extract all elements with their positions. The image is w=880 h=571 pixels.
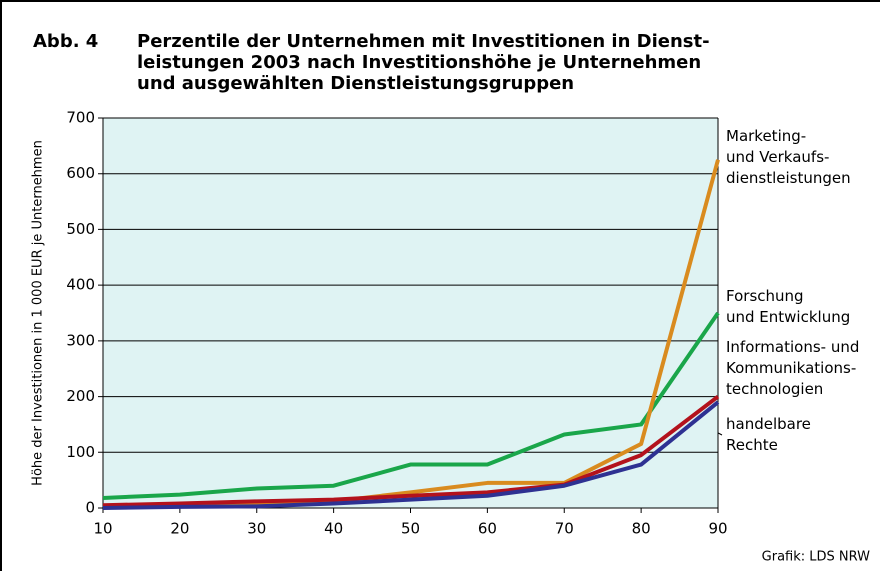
x-tick-label: 90 — [708, 520, 727, 538]
series-line — [102, 400, 720, 510]
x-tick-label: 60 — [478, 520, 497, 538]
title-line: leistungen 2003 nach Investitionshöhe je… — [137, 52, 701, 73]
label-line: handelbare — [726, 415, 811, 433]
label-line: technologien — [726, 380, 823, 398]
label-line: dienstleistungen — [726, 169, 851, 187]
series-label: Informations- und Kommunikations-technolo… — [726, 338, 859, 398]
series-label: Forschung und Entwicklung — [726, 287, 850, 326]
figure-label: Abb. 4 — [33, 31, 98, 52]
label-line: und Verkaufs- — [726, 148, 829, 166]
label-line: Kommunikations- — [726, 359, 856, 377]
series-line — [102, 394, 720, 508]
y-tick-label: 500 — [66, 220, 95, 238]
y-tick-label: 200 — [66, 387, 95, 405]
series-label: Marketing-und Verkaufs-dienstleistungen — [726, 127, 851, 187]
y-tick-label: 600 — [66, 164, 95, 182]
x-tick-label: 50 — [401, 520, 420, 538]
x-tick-label: 10 — [93, 520, 112, 538]
label-line: Informations- und — [726, 338, 859, 356]
plot-area — [103, 118, 718, 508]
x-tick-label: 70 — [555, 520, 574, 538]
title-line: Perzentile der Unternehmen mit Investiti… — [137, 31, 710, 52]
x-tick-label: 20 — [170, 520, 189, 538]
series-label: handelbare Rechte — [726, 415, 811, 454]
label-line: Forschung — [726, 287, 804, 305]
y-axis-label: Höhe der Investitionen in 1 000 EUR je U… — [31, 140, 46, 486]
x-tick-label: 80 — [632, 520, 651, 538]
x-tick-label: 40 — [324, 520, 343, 538]
y-tick-label: 400 — [66, 276, 95, 294]
label-line: Marketing- — [726, 127, 806, 145]
y-tick-label: 0 — [85, 499, 95, 517]
y-tick-label: 700 — [66, 109, 95, 127]
series-line — [102, 311, 720, 500]
y-tick-label: 300 — [66, 331, 95, 349]
title-line: und ausgewählten Dienstleistungsgruppen — [137, 73, 574, 94]
label-line: und Entwicklung — [726, 308, 850, 326]
label-line: Rechte — [726, 436, 778, 454]
source: Grafik: LDS NRW — [762, 550, 870, 565]
y-tick-label: 100 — [66, 443, 95, 461]
x-tick-label: 30 — [247, 520, 266, 538]
